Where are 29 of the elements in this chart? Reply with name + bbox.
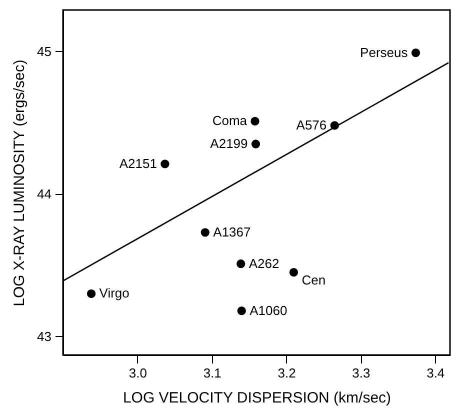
x-tick-label: 3.4 xyxy=(426,366,445,380)
point xyxy=(236,259,246,268)
annotation: Perseus xyxy=(360,44,408,60)
point xyxy=(411,48,420,58)
x-tick-label: 3.0 xyxy=(128,366,147,380)
annotation: A262 xyxy=(248,256,280,271)
point xyxy=(86,289,96,298)
point xyxy=(250,116,260,126)
x-tick-label: 3.3 xyxy=(352,366,370,380)
point xyxy=(237,306,246,316)
annotation: A2151 xyxy=(119,156,157,171)
point xyxy=(200,228,210,237)
annotation: Cen xyxy=(302,272,326,288)
x-tick-label: 3.1 xyxy=(203,366,222,380)
y-tick-label: 43 xyxy=(37,328,52,344)
y-tick-label: 45 xyxy=(37,44,52,59)
x-axis-title: LOG VELOCITY DISPERSION (km/sec) xyxy=(122,390,392,406)
annotation: Coma xyxy=(212,113,248,128)
y-axis-title: LOG X-RAY LUMINOSITY (ergs/sec) xyxy=(11,60,28,306)
y-tick-label: 44 xyxy=(37,186,52,202)
annotation: A1060 xyxy=(250,302,288,318)
annotation: A1367 xyxy=(213,224,251,240)
annotation: Virgo xyxy=(99,286,130,301)
point xyxy=(160,160,170,168)
point xyxy=(251,140,260,148)
annotation: A2199 xyxy=(210,136,248,152)
point xyxy=(289,268,298,277)
x-tick-label: 3.2 xyxy=(278,366,296,380)
annotation: A576 xyxy=(296,117,327,132)
